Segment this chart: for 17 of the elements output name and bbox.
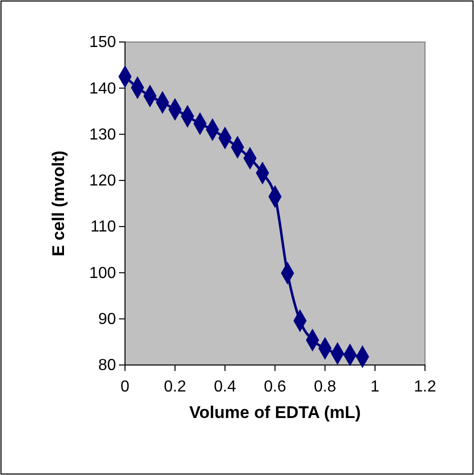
x-tick-label: 0.2 bbox=[164, 378, 186, 396]
x-tick-label: 0.8 bbox=[314, 378, 336, 396]
y-tick-label: 130 bbox=[89, 126, 116, 144]
y-tick-label: 80 bbox=[98, 357, 116, 374]
y-tick-label: 100 bbox=[89, 264, 116, 282]
x-tick-label: 0.6 bbox=[264, 378, 286, 396]
y-tick-label: 150 bbox=[89, 34, 116, 52]
x-tick-label: 1.2 bbox=[414, 378, 436, 396]
x-tick-label: 0 bbox=[120, 378, 130, 396]
x-tick-label: 1 bbox=[370, 378, 380, 396]
x-tick-label: 0.4 bbox=[214, 378, 236, 396]
x-axis-title: Volume of EDTA (mL) bbox=[189, 403, 361, 422]
y-axis-title: E cell (mvolt) bbox=[49, 150, 68, 256]
y-tick-label: 90 bbox=[98, 310, 116, 328]
y-tick-label: 140 bbox=[89, 80, 116, 98]
y-tick-label: 110 bbox=[90, 218, 116, 236]
y-tick-label: 120 bbox=[89, 172, 116, 190]
